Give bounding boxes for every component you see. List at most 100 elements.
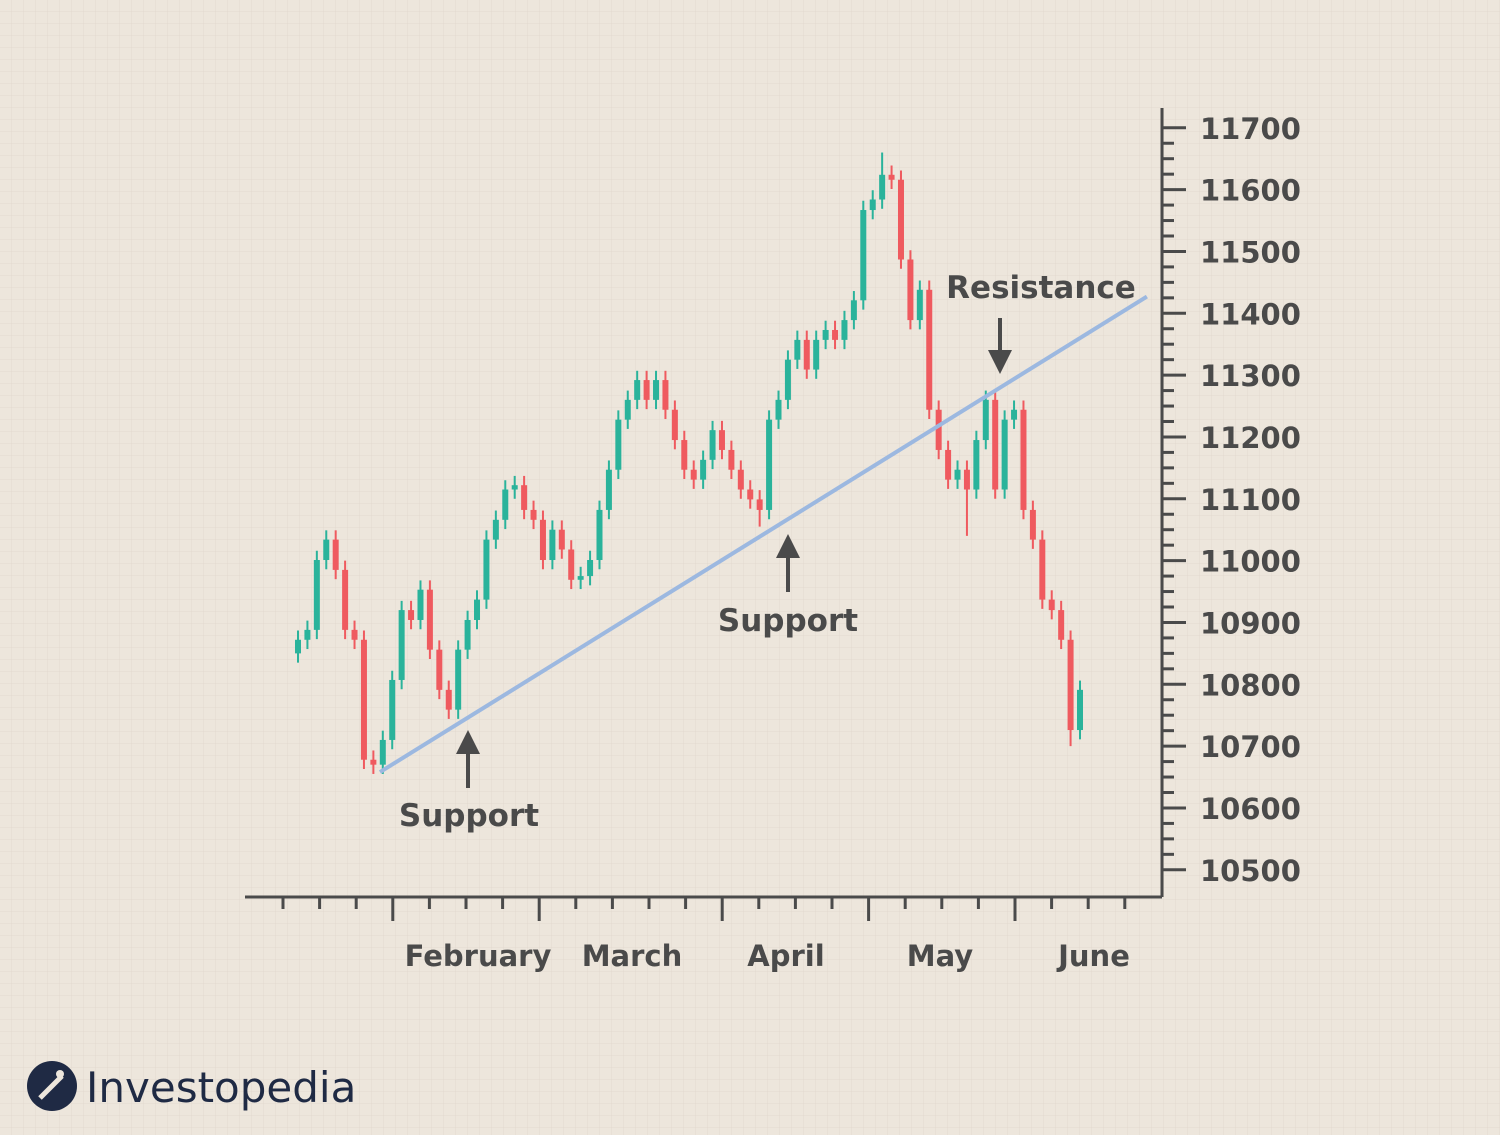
candle-body bbox=[426, 589, 433, 650]
y-tick-label: 11700 bbox=[1200, 112, 1301, 146]
candle-body bbox=[558, 529, 565, 550]
candle-body bbox=[794, 339, 801, 360]
candle-body bbox=[445, 689, 452, 710]
candle-body bbox=[304, 629, 311, 640]
logo-icon bbox=[38, 1074, 64, 1100]
candle-body bbox=[935, 409, 942, 450]
candle-body bbox=[728, 449, 735, 470]
candle-body bbox=[992, 399, 999, 490]
candle-body bbox=[963, 469, 970, 490]
candle-body bbox=[897, 179, 904, 260]
x-tick-label: March bbox=[582, 939, 683, 973]
brand: Investopedia bbox=[86, 1063, 356, 1112]
candle-body bbox=[718, 430, 725, 450]
candle-body bbox=[577, 576, 584, 580]
candle-body bbox=[1011, 409, 1018, 420]
candle-body bbox=[483, 539, 490, 600]
candle-body bbox=[492, 519, 499, 540]
y-tick-label: 11300 bbox=[1200, 359, 1301, 393]
candle-body bbox=[549, 529, 556, 561]
candle-body bbox=[539, 519, 546, 561]
candle-body bbox=[587, 560, 594, 577]
candle-body bbox=[1048, 599, 1055, 611]
candle-body bbox=[1039, 539, 1046, 600]
candle-body bbox=[332, 539, 339, 570]
candle-body bbox=[379, 739, 386, 765]
candle-body bbox=[360, 639, 367, 760]
candle-body bbox=[408, 610, 415, 620]
candle-body bbox=[615, 419, 622, 470]
candle-body bbox=[1067, 639, 1074, 731]
candle-body bbox=[398, 610, 405, 680]
candle-body bbox=[775, 399, 782, 420]
candle-body bbox=[295, 639, 301, 654]
candle-body bbox=[596, 509, 603, 561]
candle-body bbox=[417, 589, 424, 620]
y-tick-label: 11500 bbox=[1200, 235, 1301, 269]
logo-icon bbox=[56, 1070, 64, 1078]
candle-body bbox=[1077, 689, 1083, 731]
candle-body bbox=[888, 174, 895, 180]
candle-body bbox=[568, 549, 575, 580]
candle-body bbox=[624, 399, 631, 420]
candle-body bbox=[502, 489, 509, 520]
candle-body bbox=[737, 469, 744, 490]
candle-body bbox=[511, 485, 518, 490]
annotation: Support bbox=[718, 603, 858, 639]
candle-body bbox=[690, 469, 697, 480]
y-tick-label: 11600 bbox=[1200, 174, 1301, 208]
candle-body bbox=[916, 289, 923, 321]
candle-body bbox=[464, 619, 471, 650]
candle-body bbox=[521, 485, 528, 510]
candle-body bbox=[747, 489, 754, 500]
candle-body bbox=[342, 569, 349, 630]
candle-body bbox=[1001, 419, 1008, 490]
candle-body bbox=[323, 539, 330, 561]
candle-body bbox=[850, 300, 857, 321]
x-tick-label: June bbox=[1056, 939, 1130, 973]
x-tick-label: February bbox=[405, 939, 552, 973]
candle-body bbox=[370, 759, 377, 765]
y-tick-label: 10500 bbox=[1200, 854, 1301, 888]
annotation: Resistance bbox=[946, 270, 1136, 306]
candle-body bbox=[605, 469, 612, 510]
candle-body bbox=[1058, 610, 1065, 640]
y-tick-label: 10700 bbox=[1200, 730, 1301, 764]
y-tick-label: 11000 bbox=[1200, 545, 1301, 579]
candle-body bbox=[662, 380, 669, 410]
y-tick-label: 10900 bbox=[1200, 606, 1301, 640]
candle-body bbox=[766, 419, 773, 510]
x-tick-label: May bbox=[907, 939, 974, 973]
candle-body bbox=[351, 629, 358, 640]
candle-body bbox=[973, 440, 980, 490]
y-tick-label: 11100 bbox=[1200, 483, 1301, 517]
annotation: Support bbox=[399, 798, 539, 834]
candle-body bbox=[681, 440, 688, 470]
candle-body bbox=[841, 320, 848, 340]
y-tick-label: 11200 bbox=[1200, 421, 1301, 455]
candle-body bbox=[926, 289, 933, 410]
candle-body bbox=[784, 359, 791, 400]
candle-body bbox=[756, 499, 763, 510]
candle-body bbox=[653, 380, 660, 400]
y-tick-label: 10800 bbox=[1200, 668, 1301, 702]
candle-body bbox=[530, 509, 537, 520]
candle-body bbox=[907, 259, 914, 321]
candle-body bbox=[671, 409, 678, 441]
candle-body bbox=[709, 430, 716, 460]
candle-body bbox=[634, 380, 641, 400]
candle-body bbox=[643, 380, 650, 400]
candle-body bbox=[860, 210, 867, 301]
candle-body bbox=[813, 339, 820, 370]
candle-body bbox=[313, 560, 320, 630]
candle-body bbox=[822, 329, 829, 340]
candle-body bbox=[832, 329, 839, 340]
candle-body bbox=[436, 649, 443, 690]
candle-body bbox=[1020, 409, 1027, 510]
candle-body bbox=[945, 449, 952, 480]
candle-body bbox=[455, 649, 462, 710]
candle-body bbox=[474, 599, 481, 620]
plot: 10500 10600 10700 10800 10900 11000 11100 11200… bbox=[245, 108, 1301, 973]
candle-body bbox=[954, 469, 961, 480]
